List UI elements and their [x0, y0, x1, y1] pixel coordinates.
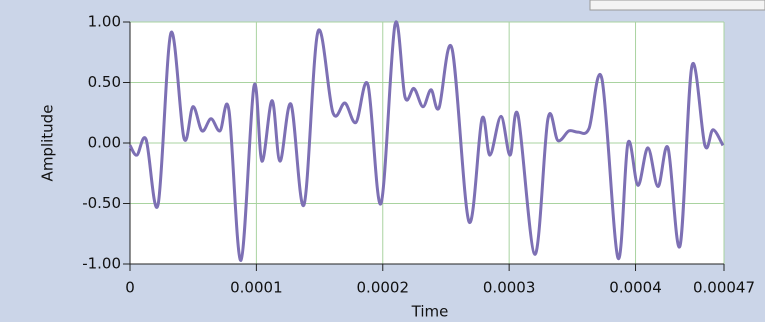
- y-axis-label: Amplitude: [39, 105, 57, 182]
- x-tick-label: 0: [125, 279, 135, 297]
- x-tick-label: 0.00047: [693, 279, 755, 297]
- y-tick-label: 0.50: [88, 73, 121, 91]
- top-widget: [589, 0, 765, 11]
- x-tick-label: 0.0003: [483, 279, 536, 297]
- x-tick-label: 0.0004: [609, 279, 662, 297]
- x-axis-label: Time: [411, 303, 449, 321]
- x-tick-label: 0.0001: [230, 279, 283, 297]
- y-tick-label: 1.00: [88, 13, 121, 31]
- y-tick-label: -1.00: [82, 255, 121, 273]
- y-tick-label: 0.00: [88, 134, 121, 152]
- y-tick-label: -0.50: [82, 194, 121, 212]
- x-tick-label: 0.0002: [357, 279, 410, 297]
- waveform-line: [128, 20, 725, 262]
